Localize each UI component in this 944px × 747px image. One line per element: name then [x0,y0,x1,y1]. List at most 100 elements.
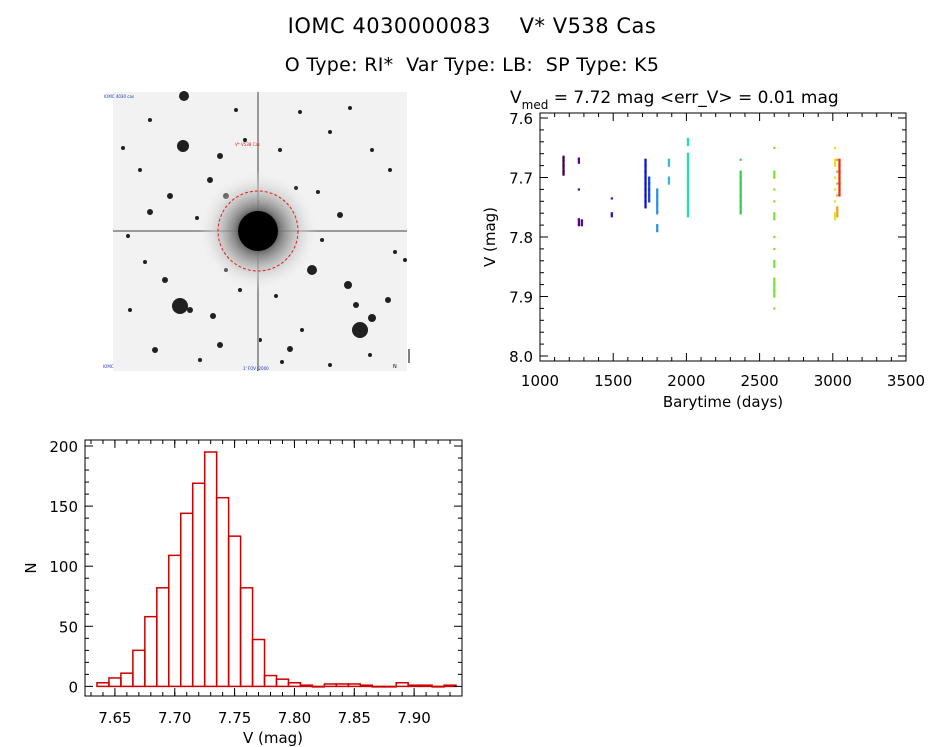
lc-streak [648,195,651,202]
finder-label-bottomcenter: 1' FOV J2000 [243,366,269,371]
field-star [300,328,304,332]
histogram-y-axis: 0 50 100 150 200 [49,438,462,696]
lc-streak [838,177,841,184]
lc-streak [773,278,776,285]
lc-point [838,194,841,197]
histogram-bar [311,685,326,688]
field-star [278,148,282,152]
lightcurve-y-axis: 7.6 7.7 7.8 7.9 8.0 [509,110,906,366]
field-star [344,281,352,289]
histogram-bar [132,649,146,688]
lc-point [833,176,837,179]
field-star [187,307,193,313]
histogram-bar [275,678,290,688]
hist-xtick-label: 7.90 [397,709,430,727]
lc-streak [562,156,565,161]
hist-ytick-label: 100 [49,558,78,576]
lc-streak [577,219,580,226]
field-star [167,193,173,199]
field-star [393,250,397,254]
lc-streak [610,213,613,217]
lc-streak [580,220,583,226]
histogram-bar [156,587,170,688]
histogram-bar [227,535,242,688]
finder-label-target: V* V538 Cas [235,142,260,147]
lc-streak [833,213,837,220]
target-star [238,211,278,251]
lc-point [833,188,837,191]
finder-label-bottomleft: IOMC [103,364,114,369]
histogram-bar [191,482,206,688]
lc-streak [644,165,647,172]
field-star [207,177,213,183]
field-star [217,153,223,159]
lc-streak [773,290,776,297]
lightcurve-points [562,137,841,310]
lc-streak [773,171,776,178]
lc-point [577,188,580,191]
lc-streak [562,171,565,175]
lc-streak [686,207,690,214]
lc-point [562,173,565,176]
lc-streak [644,189,647,196]
lc-point [648,200,651,203]
lc-xtick-label: 2000 [667,372,705,390]
lc-point [773,200,776,203]
hist-ytick-label: 200 [49,438,78,456]
lc-streak [739,177,742,184]
lc-streak [773,260,776,267]
histogram-bar [179,512,194,688]
lc-streak [739,189,742,196]
lc-point [656,230,659,233]
lc-point [833,200,837,203]
field-star [195,216,199,220]
field-star [328,363,332,367]
lc-streak [644,183,647,190]
field-star [368,314,376,322]
field-star [179,91,189,101]
field-star [353,302,359,308]
lc-point [833,146,837,149]
lc-streak [644,177,647,184]
field-star [210,313,216,319]
field-star [143,260,147,264]
lc-ytick-label: 7.7 [509,170,533,188]
histogram-bar [120,672,134,688]
lc-point [773,188,776,191]
lc-ytick-label: 7.6 [509,110,533,128]
lc-point [836,158,839,161]
lc-point [773,176,776,179]
lc-streak [838,159,841,166]
histogram-bar [443,684,457,688]
lc-streak [667,177,671,184]
lc-point [773,265,776,268]
lc-point [833,218,837,221]
lc-point [836,215,839,218]
field-star [287,346,293,352]
lc-streak [838,165,841,172]
lc-streak [773,213,776,220]
histogram-bar [108,677,122,688]
field-star [126,234,130,238]
histogram-bar [168,554,182,688]
lc-point [686,143,690,146]
histogram-bar [263,674,278,688]
field-star [298,110,302,114]
lc-xtick-label: 2500 [741,372,779,390]
lc-streak [773,284,776,291]
lc-point [580,224,583,227]
lc-ytick-label: 7.9 [509,289,533,307]
lc-streak [838,171,841,178]
lc-streak [686,189,690,196]
histogram-ylabel: N [22,562,40,573]
lc-point [836,194,839,197]
lc-streak [562,160,565,166]
lightcurve-x-axis: 1000 1500 2000 2500 3000 3500 [521,113,925,390]
field-star [198,358,202,362]
lc-streak [739,207,742,214]
lc-streak [667,159,671,166]
hist-xtick-label: 7.75 [218,709,251,727]
lc-point [739,158,742,161]
lc-ytick-label: 7.8 [509,229,533,247]
